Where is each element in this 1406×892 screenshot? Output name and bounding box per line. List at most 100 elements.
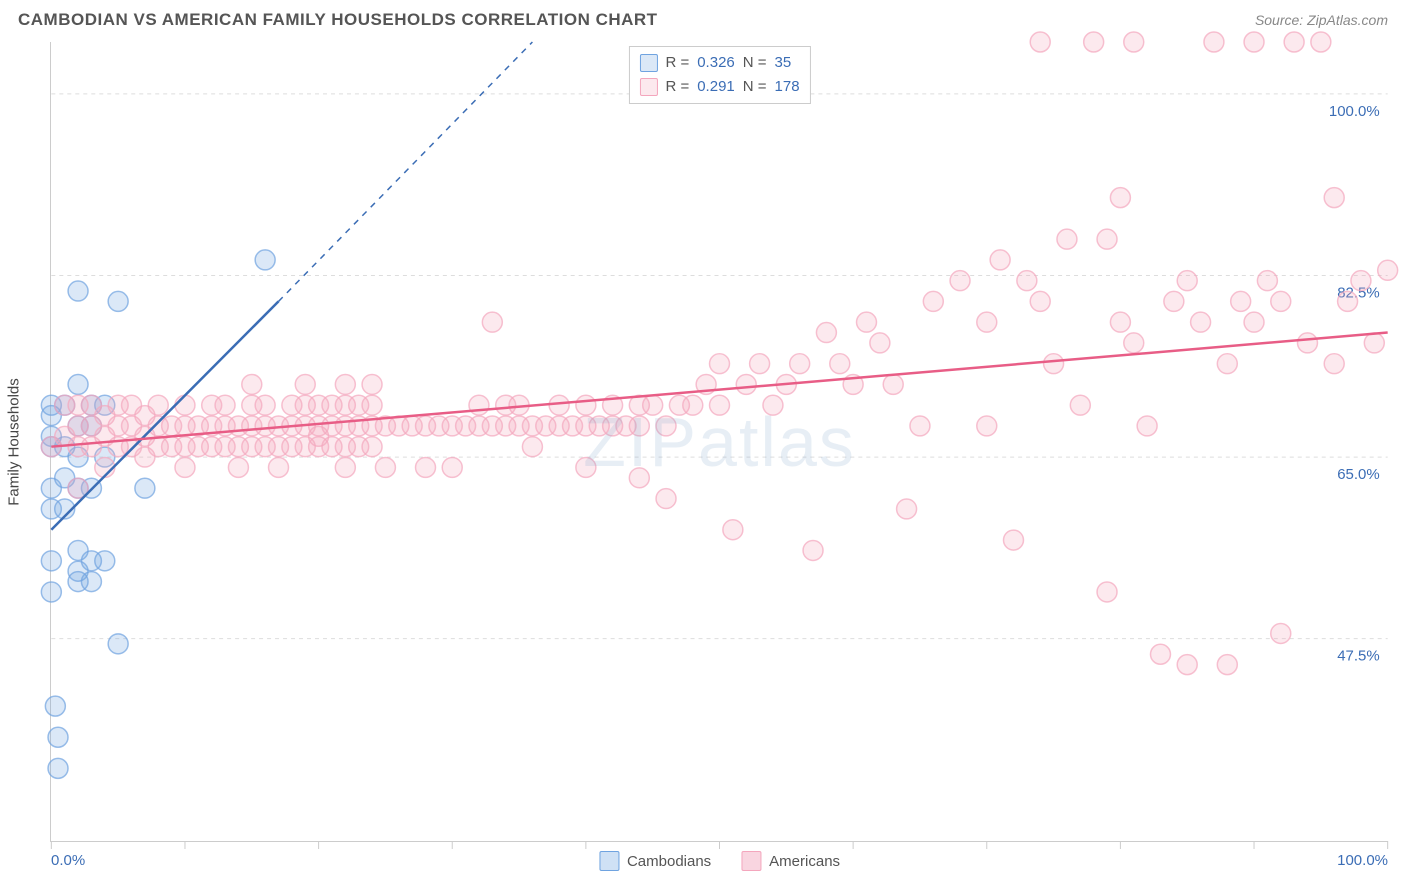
data-point [1191,312,1211,332]
data-point [1137,416,1157,436]
data-point [362,374,382,394]
stats-swatch [639,54,657,72]
data-point [763,395,783,415]
data-point [1017,271,1037,291]
legend-swatch [741,851,761,871]
data-point [990,250,1010,270]
legend-label: Americans [769,853,840,870]
data-point [1030,32,1050,52]
data-point [1057,229,1077,249]
data-point [883,374,903,394]
source-label: Source: ZipAtlas.com [1255,12,1388,28]
data-point [1271,291,1291,311]
data-point [135,478,155,498]
y-tick-label: 100.0% [1329,103,1380,120]
data-point [576,395,596,415]
data-point [723,520,743,540]
data-point [950,271,970,291]
trend-line [51,301,278,529]
data-point [1297,333,1317,353]
data-point [228,457,248,477]
data-point [1231,291,1251,311]
data-point [1257,271,1277,291]
legend-item: Americans [741,851,840,871]
data-point [576,457,596,477]
data-point [977,416,997,436]
data-point [68,281,88,301]
data-point [1217,655,1237,675]
data-point [215,395,235,415]
data-point [830,354,850,374]
data-point [362,395,382,415]
data-point [857,312,877,332]
data-point [1110,312,1130,332]
data-point [148,395,168,415]
data-point [803,540,823,560]
legend-item: Cambodians [599,851,711,871]
data-point [683,395,703,415]
data-point [656,489,676,509]
data-point [1097,229,1117,249]
stats-swatch [639,78,657,96]
data-point [41,551,61,571]
y-axis-label: Family Households [6,378,23,506]
data-point [1151,644,1171,664]
data-point [1177,271,1197,291]
stats-row: R = 0.326 N = 35 [639,51,799,75]
data-point [48,758,68,778]
y-tick-label: 65.0% [1337,466,1379,483]
data-point [362,437,382,457]
data-point [1030,291,1050,311]
data-point [45,696,65,716]
data-point [242,374,262,394]
data-point [41,582,61,602]
legend-label: Cambodians [627,853,711,870]
y-tick-label: 47.5% [1337,648,1379,665]
data-point [629,468,649,488]
data-point [1110,188,1130,208]
data-point [68,374,88,394]
data-point [1124,32,1144,52]
data-point [629,416,649,436]
data-point [1070,395,1090,415]
data-point [1271,623,1291,643]
data-point [175,457,195,477]
legend-swatch [599,851,619,871]
data-point [335,374,355,394]
data-point [656,416,676,436]
x-axis-min-label: 0.0% [51,852,85,869]
data-point [335,457,355,477]
data-point [1124,333,1144,353]
data-point [643,395,663,415]
correlation-stats-box: R = 0.326 N = 35 R = 0.291 N = 178 [628,46,810,104]
data-point [375,457,395,477]
data-point [269,457,289,477]
data-point [1084,32,1104,52]
data-point [1364,333,1384,353]
data-point [1284,32,1304,52]
data-point [736,374,756,394]
stats-row: R = 0.291 N = 178 [639,75,799,99]
data-point [482,312,502,332]
data-point [923,291,943,311]
data-point [1378,260,1398,280]
data-point [81,572,101,592]
data-point [1244,312,1264,332]
scatter-svg: 47.5%65.0%82.5%100.0% [51,42,1388,841]
data-point [710,395,730,415]
data-point [295,374,315,394]
data-point [870,333,890,353]
plot-area: 47.5%65.0%82.5%100.0% ZIPatlas R = 0.326… [50,42,1388,842]
data-point [108,634,128,654]
x-axis-max-label: 100.0% [1337,852,1388,869]
data-point [750,354,770,374]
data-point [48,727,68,747]
legend: Cambodians Americans [599,851,840,871]
data-point [1324,354,1344,374]
data-point [1204,32,1224,52]
data-point [469,395,489,415]
data-point [816,323,836,343]
data-point [549,395,569,415]
data-point [1311,32,1331,52]
data-point [175,395,195,415]
